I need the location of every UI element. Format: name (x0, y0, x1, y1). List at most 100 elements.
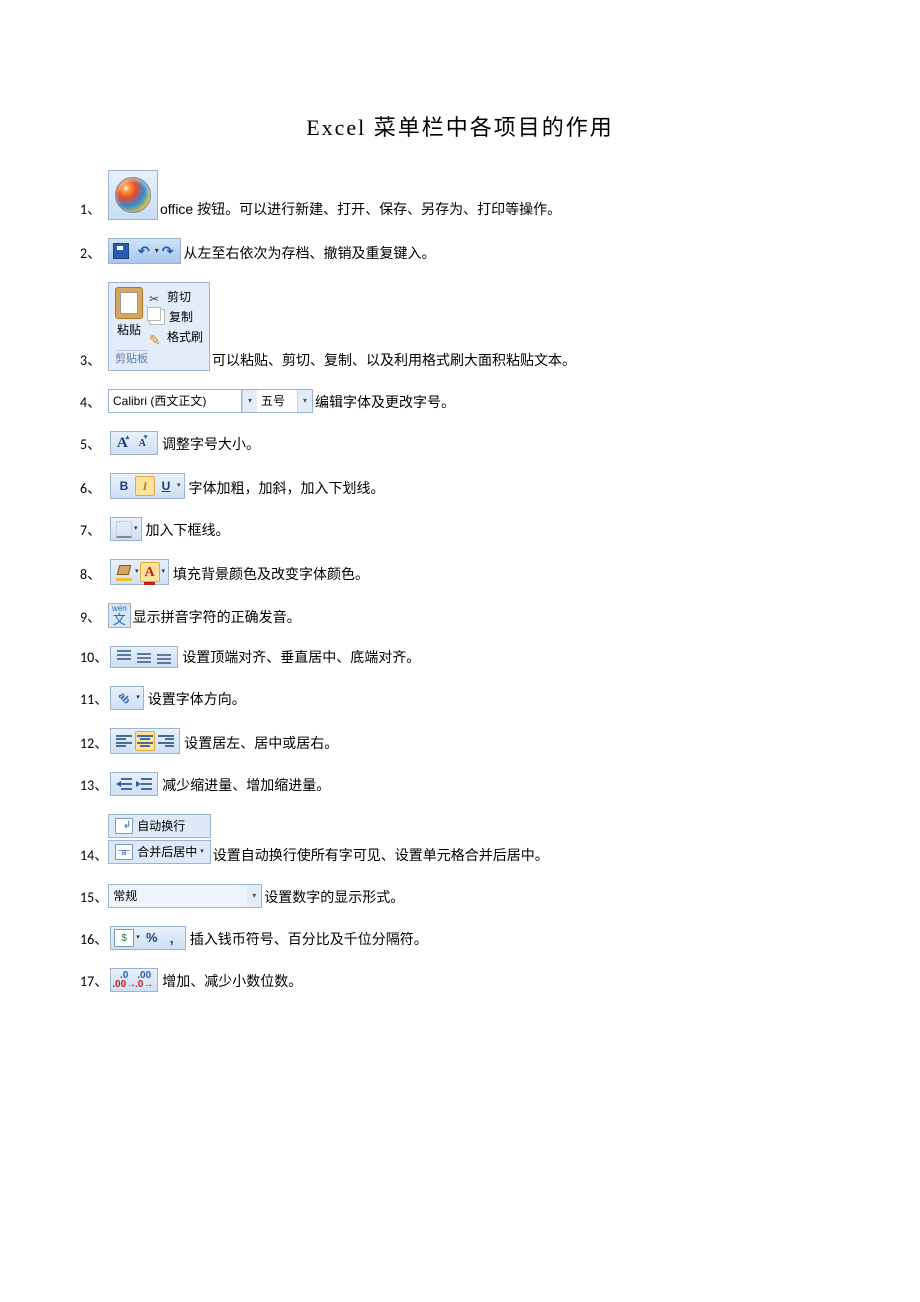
dropdown-icon: ▾ (247, 885, 261, 907)
item-desc: 显示拼音字符的正确发音。 (133, 607, 301, 628)
item-desc: 从左至右依次为存档、撤销及重复键入。 (183, 243, 435, 264)
currency-icon: $ (114, 929, 134, 947)
copy-row: 复制 (149, 308, 203, 326)
align-center-icon (135, 731, 155, 751)
list-item: 7、 ▾ 加入下框线。 (80, 517, 840, 541)
fill-color-icon (115, 563, 133, 581)
dropdown-icon: ▾ (200, 847, 204, 858)
merge-center-icon (115, 844, 133, 860)
orientation-icon: ab (115, 689, 133, 707)
indent-group-icon (110, 772, 158, 796)
vertical-align-group-icon (110, 646, 178, 668)
dropdown-icon: ▾ (135, 567, 139, 578)
shrink-font-icon: A▾ (135, 434, 153, 452)
paste-icon (115, 287, 143, 319)
hanzi-label: 文 (113, 613, 126, 626)
item-number: 8、 (80, 564, 108, 585)
list-item: 4、 Calibri (西文正文) ▾ 五号 ▾ 编辑字体及更改字号。 (80, 389, 840, 413)
item-desc: 填充背景颜色及改变字体颜色。 (173, 564, 369, 585)
item-number: 2、 (80, 243, 108, 264)
cut-icon: ✂ (149, 290, 163, 304)
item-desc: 设置数字的显示形式。 (264, 887, 404, 908)
wrap-text-icon (115, 818, 133, 834)
item-desc: office 按钮。可以进行新建、打开、保存、另存为、打印等操作。 (160, 199, 561, 220)
item-desc: 设置居左、居中或居右。 (184, 733, 338, 754)
format-painter-icon: ✎ (149, 330, 163, 344)
list-item: 15、 常规 ▾ 设置数字的显示形式。 (80, 884, 840, 908)
item-desc: 字体加粗，加斜，加入下划线。 (189, 478, 385, 499)
grow-font-icon: A▴ (115, 434, 133, 452)
list-item: 12、 设置居左、居中或居右。 (80, 728, 840, 754)
list-item: 8、 ▾ A ▾ 填充背景颜色及改变字体颜色。 (80, 559, 840, 585)
paste-label: 粘贴 (117, 321, 141, 339)
font-name: Calibri (西文正文) (109, 390, 242, 412)
item-number: 16、 (80, 929, 108, 950)
save-icon (113, 243, 129, 259)
cut-label: 剪切 (167, 288, 191, 306)
bold-icon: B (115, 477, 133, 495)
text-orientation-icon: ab ▾ (110, 686, 144, 710)
item-desc: 设置字体方向。 (148, 689, 246, 710)
wrap-merge-group-icon: 自动换行 合并后居中 ▾ (108, 814, 211, 866)
increase-decimal-icon: .0.00→ (115, 971, 133, 989)
wrap-label: 自动换行 (137, 817, 185, 835)
item-desc: 增加、减少小数位数。 (162, 971, 302, 992)
align-middle-icon (135, 649, 153, 665)
fill-font-color-icon: ▾ A ▾ (110, 559, 169, 585)
border-icon (115, 520, 133, 538)
item-desc: 编辑字体及更改字号。 (315, 392, 455, 413)
brush-row: ✎ 格式刷 (149, 328, 203, 346)
underline-icon: U (157, 477, 175, 495)
align-top-icon (115, 649, 133, 665)
horizontal-align-group-icon (110, 728, 180, 754)
dropdown-icon: ▾ (136, 933, 140, 944)
quick-access-toolbar-icon: ↶ ▾ ↷ (108, 238, 181, 264)
align-bottom-icon (155, 649, 173, 665)
copy-label: 复制 (169, 308, 193, 326)
number-format-combo-icon: 常规 ▾ (108, 884, 262, 908)
copy-icon (149, 309, 165, 325)
office-orb-icon (115, 177, 151, 213)
grow-shrink-font-icon: A▴ A▾ (110, 431, 158, 455)
decrease-decimal-icon: .00.0→ (135, 971, 153, 989)
list-item: 1、 office 按钮。可以进行新建、打开、保存、另存为、打印等操作。 (80, 170, 840, 220)
bottom-border-icon: ▾ (110, 517, 142, 541)
item-desc: 减少缩进量、增加缩进量。 (162, 775, 330, 796)
redo-icon: ↷ (162, 241, 174, 262)
dropdown-icon: ▾ (155, 245, 159, 257)
decimal-buttons-icon: .0.00→ .00.0→ (110, 968, 158, 992)
italic-icon: I (135, 476, 155, 496)
dropdown-icon: ▾ (297, 390, 312, 412)
phonetic-guide-icon: wén 文 (108, 603, 131, 628)
item-number: 5、 (80, 434, 108, 455)
item-number: 4、 (80, 392, 108, 413)
wrap-text-row: 自动换行 (108, 814, 211, 838)
item-number: 15、 (80, 887, 108, 908)
document-page: Excel 菜单栏中各项目的作用 1、 office 按钮。可以进行新建、打开、… (0, 0, 920, 1070)
item-desc: 插入钱币符号、百分比及千位分隔符。 (190, 929, 428, 950)
item-desc: 设置自动换行使所有字可见、设置单元格合并后居中。 (213, 845, 549, 866)
increase-indent-icon (135, 775, 153, 793)
list-item: 10、 设置顶端对齐、垂直居中、底端对齐。 (80, 646, 840, 668)
item-number: 10、 (80, 647, 108, 668)
list-item: 6、 B I U ▾ 字体加粗，加斜，加入下划线。 (80, 473, 840, 499)
list-item: 13、 减少缩进量、增加缩进量。 (80, 772, 840, 796)
list-item: 14、 自动换行 合并后居中 ▾ 设置自动换行使所有字可见、设置单元格合并后居中… (80, 814, 840, 866)
item-number: 17、 (80, 971, 108, 992)
decrease-indent-icon (115, 775, 133, 793)
percent-icon: % (143, 929, 161, 947)
font-color-icon: A (140, 562, 160, 582)
paste-button-icon: 粘贴 (115, 287, 143, 347)
number-buttons-icon: $ ▾ % , (110, 926, 186, 950)
item-number: 1、 (80, 199, 108, 220)
font-selector-icon: Calibri (西文正文) ▾ 五号 ▾ (108, 389, 313, 413)
item-number: 3、 (80, 350, 108, 371)
item-number: 9、 (80, 607, 108, 628)
dropdown-icon: ▾ (242, 390, 257, 412)
list-item: 11、 ab ▾ 设置字体方向。 (80, 686, 840, 710)
dropdown-icon: ▾ (134, 524, 138, 535)
clipboard-group-label: 剪贴板 (115, 350, 148, 365)
item-number: 11、 (80, 689, 108, 710)
merge-label: 合并后居中 (137, 843, 197, 861)
dropdown-icon: ▾ (162, 567, 166, 578)
